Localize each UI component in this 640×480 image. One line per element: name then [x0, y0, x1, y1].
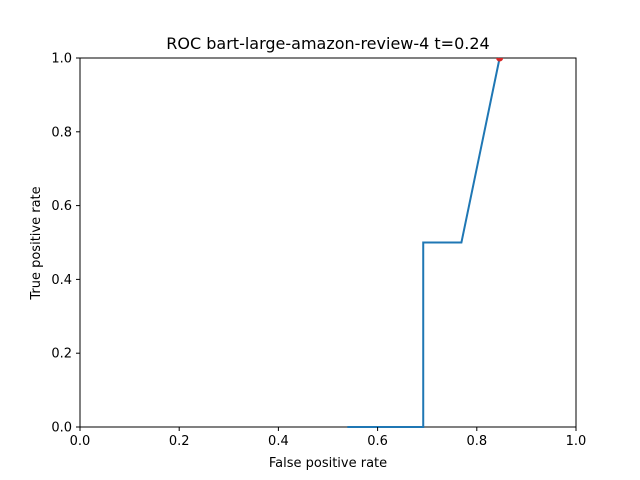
y-tick-label: 0.6 [51, 199, 72, 214]
series-layer [347, 57, 504, 428]
x-axis-ticks: 0.0 0.2 0.4 0.6 0.8 1.0 [70, 427, 587, 449]
x-tick-label: 0.8 [466, 434, 487, 449]
y-axis-label: True positive rate [29, 186, 44, 300]
x-tick-label: 0.2 [169, 434, 190, 449]
y-tick-label: 0.8 [51, 125, 72, 140]
y-axis-ticks: 0.0 0.2 0.4 0.6 0.8 1.0 [51, 52, 80, 436]
x-tick-label: 0.6 [367, 434, 388, 449]
x-tick-label: 1.0 [566, 434, 587, 449]
axes-frame [79, 57, 577, 428]
plot-area [79, 57, 577, 428]
y-tick-label: 0.4 [51, 273, 72, 288]
y-tick-label: 0.2 [51, 347, 72, 362]
threshold-point [496, 58, 504, 62]
x-axis-label: False positive rate [269, 456, 387, 471]
x-tick-label: 0.4 [268, 434, 289, 449]
y-tick-label: 1.0 [51, 52, 72, 67]
y-tick-label: 0.0 [51, 421, 72, 436]
x-tick-label: 0.0 [70, 434, 91, 449]
roc-curve-line [347, 57, 501, 428]
chart-title: ROC bart-large-amazon-review-4 t=0.24 [166, 34, 489, 53]
